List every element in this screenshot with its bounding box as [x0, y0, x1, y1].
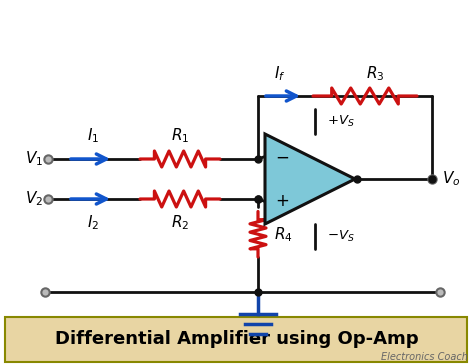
Text: $R_4$: $R_4$	[274, 225, 293, 244]
Text: $R_1$: $R_1$	[171, 126, 189, 145]
Text: $I_f$: $I_f$	[274, 64, 286, 83]
Text: $-$: $-$	[275, 147, 289, 166]
Text: Differential Amplifier using Op-Amp: Differential Amplifier using Op-Amp	[55, 331, 419, 348]
Text: $+V_S$: $+V_S$	[327, 114, 355, 129]
Text: $+$: $+$	[275, 193, 289, 210]
Text: $R_3$: $R_3$	[366, 64, 384, 83]
Text: $-V_S$: $-V_S$	[327, 229, 355, 244]
Text: $I_1$: $I_1$	[87, 126, 99, 145]
Text: $R_2$: $R_2$	[171, 213, 189, 232]
Text: $V_2$: $V_2$	[25, 190, 43, 208]
Text: $V_o$: $V_o$	[442, 170, 460, 188]
Text: $I_2$: $I_2$	[87, 213, 99, 232]
Polygon shape	[265, 134, 355, 224]
Text: Electronics Coach: Electronics Coach	[381, 352, 468, 362]
Text: $V_1$: $V_1$	[25, 150, 43, 168]
FancyBboxPatch shape	[5, 317, 467, 362]
